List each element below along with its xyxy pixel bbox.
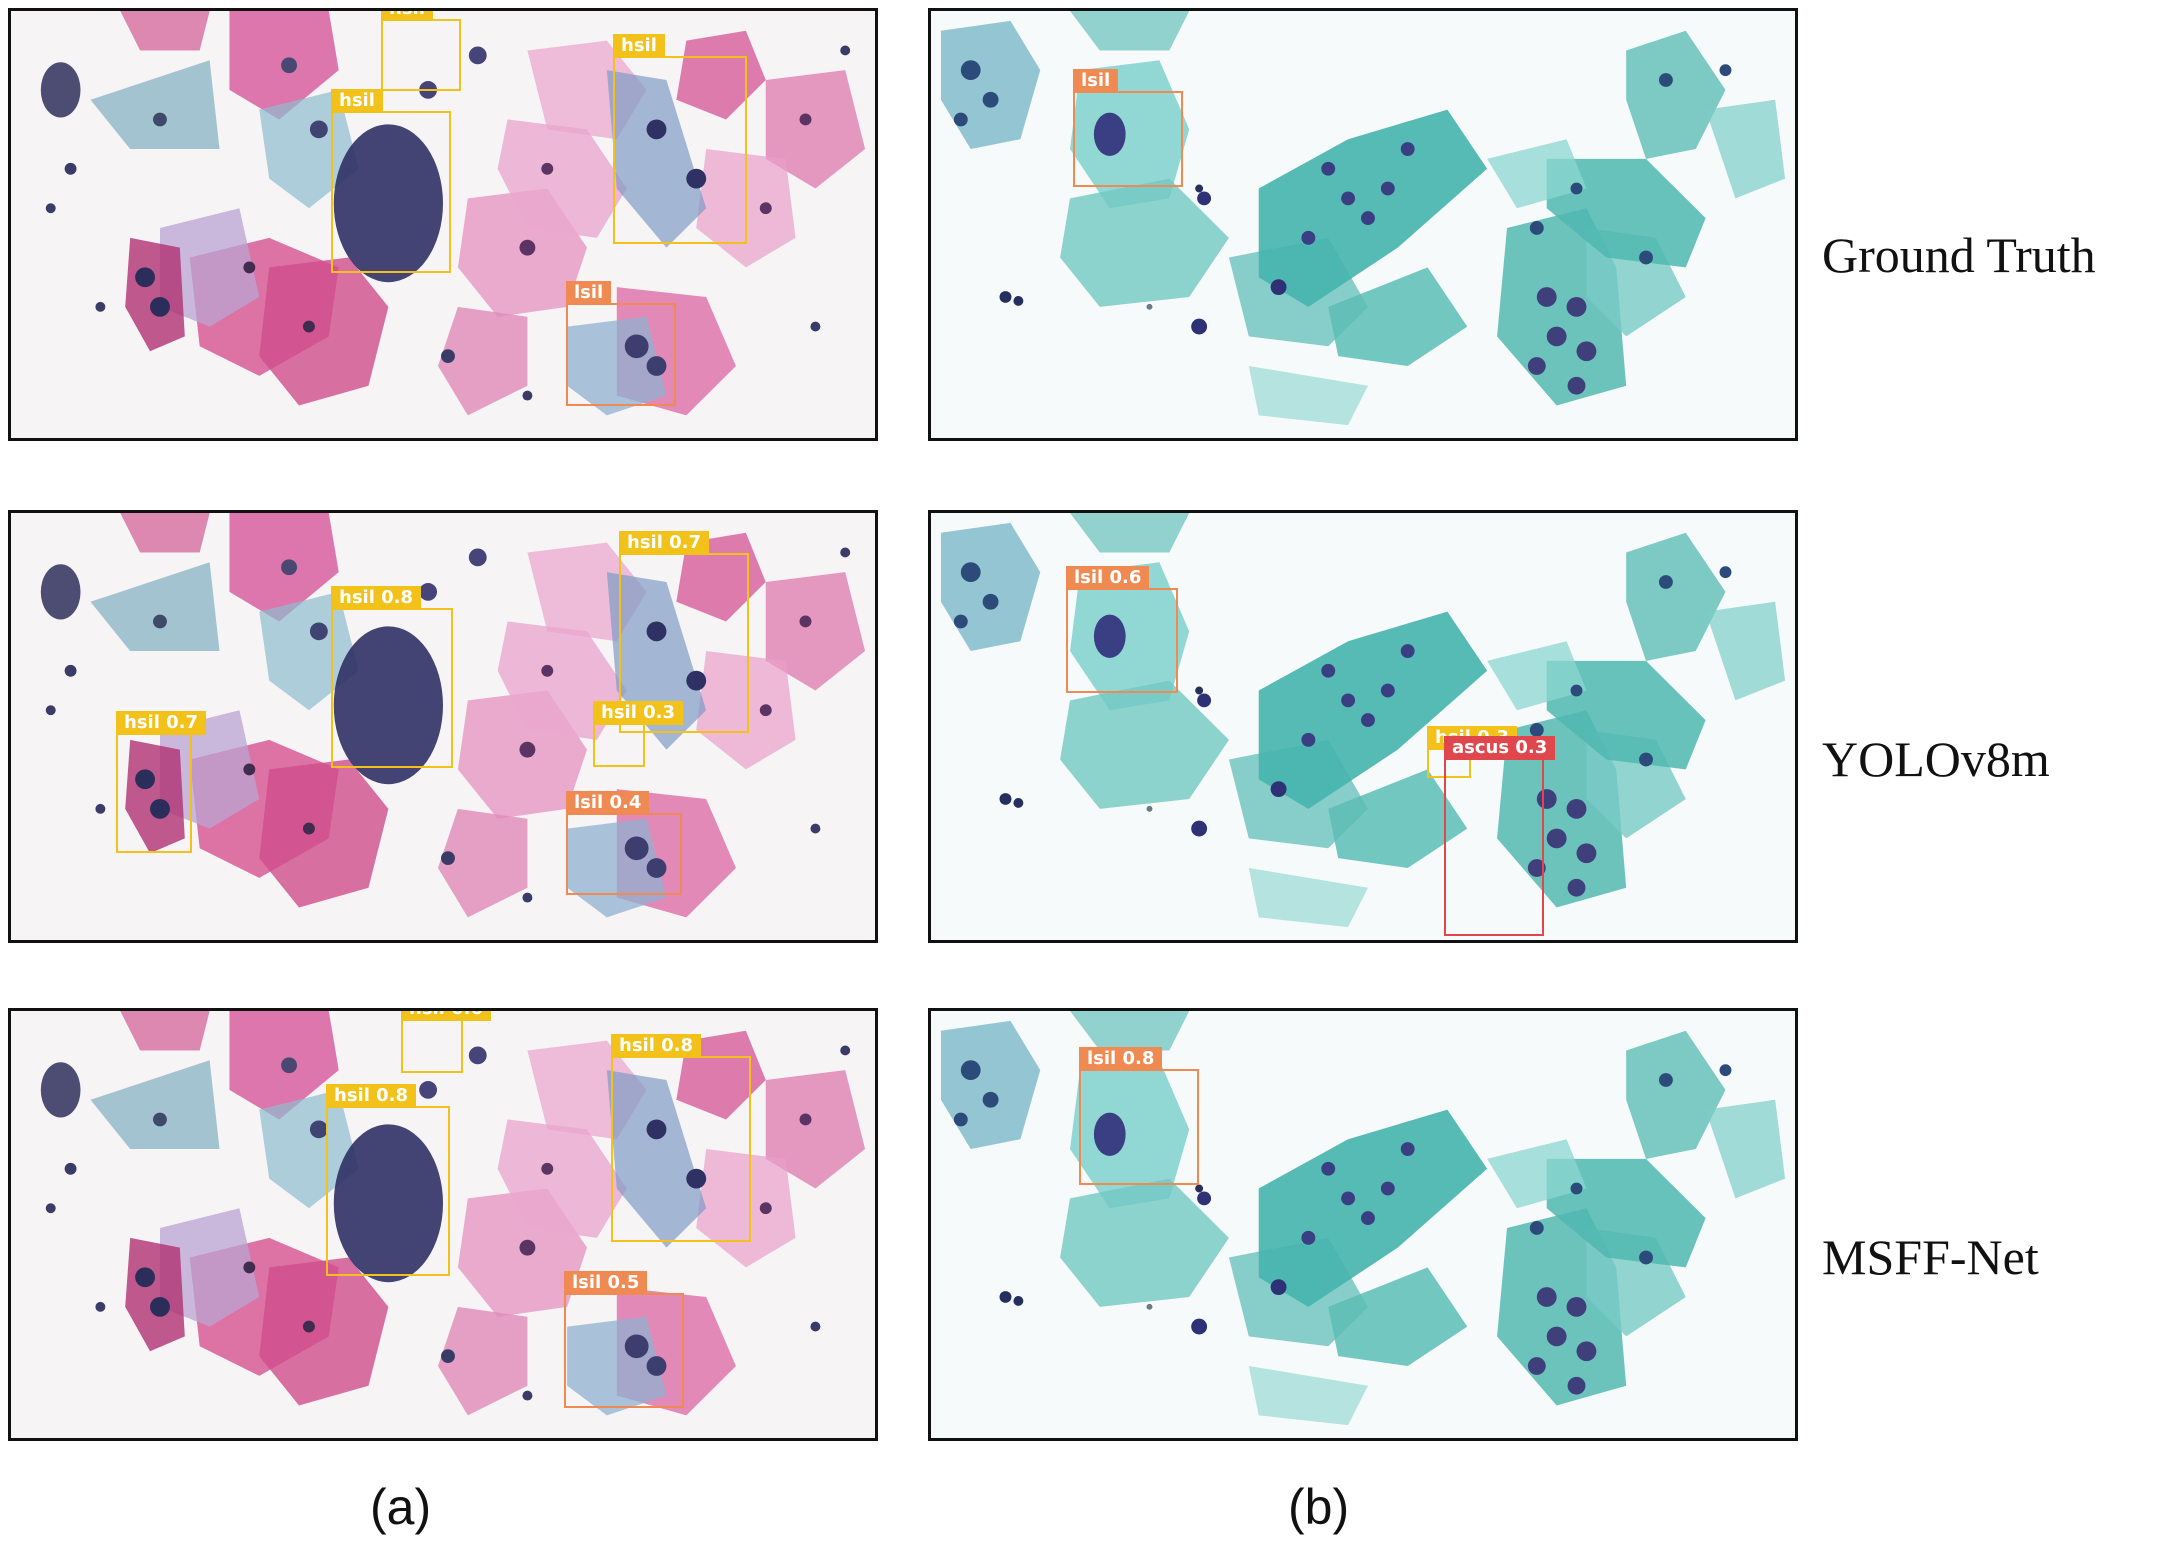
- panel-a-msff-net: hsil 0.6 hsil 0.8 hsil 0.8 lsil 0.5: [8, 1008, 878, 1441]
- detection-label: lsil: [1073, 69, 1119, 93]
- detection-label: hsil 0.8: [611, 1034, 702, 1058]
- row-label-msff-net: MSFF-Net: [1822, 1229, 2039, 1285]
- detection-label: hsil: [613, 34, 665, 58]
- panel-b-ground-truth: lsil: [928, 8, 1798, 441]
- detection-box: hsil: [613, 34, 747, 244]
- cytology-image: [931, 513, 1795, 940]
- detection-label: lsil 0.4: [566, 791, 650, 815]
- detection-box: lsil: [566, 281, 676, 406]
- detection-label: hsil 0.8: [326, 1084, 417, 1108]
- detection-box: hsil 0.6: [401, 1011, 492, 1073]
- detection-label: lsil 0.8: [1079, 1047, 1163, 1071]
- detection-label: hsil 0.8: [331, 586, 422, 610]
- detection-box: lsil 0.4: [566, 791, 682, 895]
- detection-label: hsil 0.3: [593, 701, 684, 725]
- detection-box: hsil: [331, 89, 451, 273]
- detection-label: lsil: [566, 281, 612, 305]
- cytology-image: [931, 11, 1795, 438]
- detection-label: hsil: [381, 11, 433, 21]
- panel-b-msff-net: lsil 0.8: [928, 1008, 1798, 1441]
- detection-box: hsil: [381, 11, 461, 91]
- detection-box: ascus 0.3: [1444, 736, 1556, 936]
- detection-box: hsil 0.8: [611, 1034, 751, 1242]
- panel-a-yolov8m: hsil 0.8 hsil 0.7 hsil 0.7 hsil 0.3 lsil…: [8, 510, 878, 943]
- detection-label: hsil 0.7: [116, 711, 207, 735]
- panel-b-yolov8m: lsil 0.6 hsil 0.3 ascus 0.3: [928, 510, 1798, 943]
- detection-box: hsil 0.3: [593, 701, 684, 767]
- detection-box: lsil: [1073, 69, 1183, 187]
- detection-label: lsil 0.5: [564, 1271, 648, 1295]
- detection-box: hsil 0.7: [619, 531, 749, 733]
- detection-box: hsil 0.8: [331, 586, 453, 768]
- detection-box: hsil 0.8: [326, 1084, 450, 1276]
- detection-label: hsil: [331, 89, 383, 113]
- detection-box: hsil 0.7: [116, 711, 207, 853]
- panel-a-ground-truth: hsil hsil hsil lsil: [8, 8, 878, 441]
- detection-box: lsil 0.6: [1066, 566, 1178, 693]
- detection-label: hsil 0.6: [401, 1011, 492, 1021]
- detection-box: lsil 0.8: [1079, 1047, 1199, 1185]
- detection-box: lsil 0.5: [564, 1271, 684, 1408]
- column-label-a: (a): [370, 1479, 432, 1535]
- cytology-image: [931, 1011, 1795, 1438]
- detection-label: lsil 0.6: [1066, 566, 1150, 590]
- column-label-b: (b): [1288, 1479, 1350, 1535]
- detection-label: hsil 0.7: [619, 531, 710, 555]
- detection-label: ascus 0.3: [1444, 736, 1556, 760]
- row-label-yolov8m: YOLOv8m: [1822, 731, 2050, 787]
- row-label-ground-truth: Ground Truth: [1822, 227, 2096, 283]
